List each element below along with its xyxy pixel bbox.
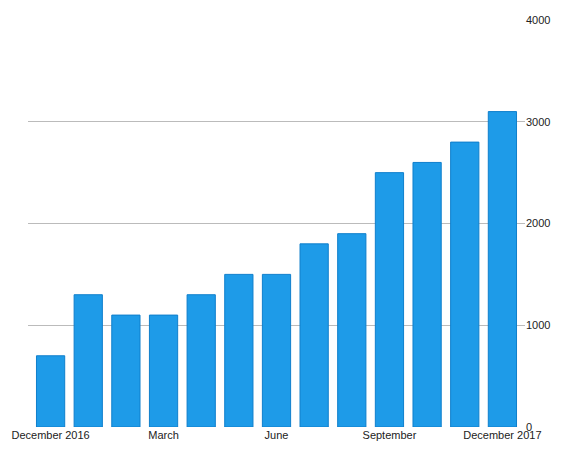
svg-text:December 2016: December 2016 xyxy=(11,429,89,441)
svg-text:September: September xyxy=(363,429,417,441)
svg-text:March: March xyxy=(148,429,179,441)
svg-text:June: June xyxy=(265,429,289,441)
svg-text:2000: 2000 xyxy=(526,217,550,229)
svg-text:1000: 1000 xyxy=(526,319,550,331)
svg-text:4000: 4000 xyxy=(526,14,550,26)
svg-text:0: 0 xyxy=(526,421,532,433)
svg-text:3000: 3000 xyxy=(526,116,550,128)
svg-text:December 2017: December 2017 xyxy=(463,429,541,441)
